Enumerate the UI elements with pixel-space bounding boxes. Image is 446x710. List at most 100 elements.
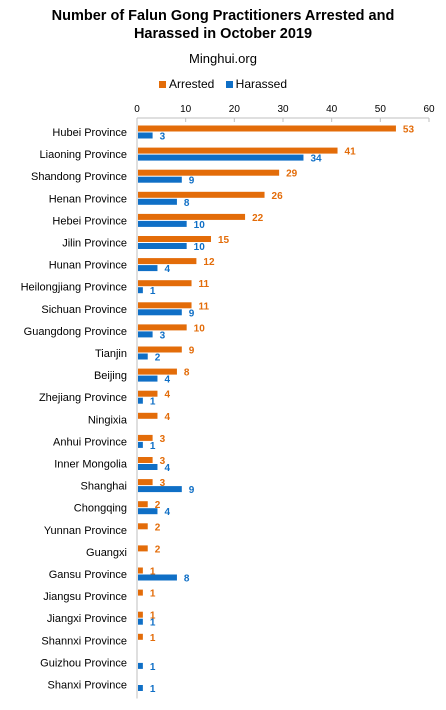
bar-harassed — [138, 243, 187, 249]
bar-arrested — [138, 169, 280, 176]
bar-arrested — [138, 324, 187, 331]
data-label-harassed: 1 — [150, 662, 156, 673]
bar-arrested — [138, 633, 143, 640]
data-label-arrested: 53 — [403, 125, 415, 136]
category-label: Guangxi — [86, 547, 127, 559]
bar-harassed — [138, 441, 143, 448]
category-label: Jiangsu Province — [43, 591, 127, 603]
data-label-harassed: 9 — [189, 485, 195, 496]
data-label-harassed: 1 — [150, 286, 156, 297]
data-label-arrested: 4 — [164, 412, 170, 423]
data-label-harassed: 9 — [189, 308, 195, 319]
data-label-arrested: 26 — [272, 191, 284, 202]
bar-harassed — [138, 397, 143, 404]
data-label-arrested: 3 — [160, 456, 166, 467]
bar-arrested — [138, 589, 143, 596]
data-label-arrested: 3 — [160, 478, 166, 489]
bar-arrested — [138, 457, 153, 463]
category-label: Shanghai — [81, 481, 128, 493]
data-label-arrested: 2 — [155, 500, 161, 511]
bar-arrested — [138, 479, 153, 486]
bar-arrested — [138, 434, 153, 441]
bar-harassed — [138, 198, 177, 205]
data-label-harassed: 8 — [184, 574, 190, 585]
category-label: Gansu Province — [49, 569, 127, 581]
bar-arrested — [138, 523, 148, 530]
data-label-harassed: 10 — [194, 242, 206, 253]
data-label-arrested: 8 — [184, 368, 190, 379]
chart-title: Number of Falun Gong Practitioners Arres… — [0, 7, 446, 43]
chart-title-line-1: Number of Falun Gong Practitioners Arres… — [51, 8, 395, 24]
bar-arrested — [138, 611, 143, 618]
data-label-harassed: 9 — [189, 176, 195, 187]
data-label-arrested: 4 — [164, 390, 170, 401]
category-label: Shandong Province — [31, 171, 127, 183]
category-label: Henan Province — [49, 193, 127, 205]
data-label-harassed: 4 — [164, 264, 170, 275]
bar-harassed — [138, 132, 153, 139]
data-label-harassed: 4 — [164, 507, 170, 518]
bar-arrested — [138, 147, 338, 154]
bar-harassed — [138, 265, 158, 272]
legend-item-harassed: Harassed — [225, 77, 288, 91]
data-label-arrested: 10 — [194, 323, 206, 334]
data-label-arrested: 1 — [150, 611, 156, 622]
bar-arrested — [138, 213, 246, 220]
data-label-arrested: 29 — [286, 169, 298, 180]
data-label-arrested: 1 — [150, 567, 156, 578]
bar-harassed — [138, 508, 158, 515]
data-label-harassed: 1 — [150, 684, 156, 695]
category-label: Shanxi Province — [48, 680, 128, 692]
category-label: Anhui Province — [53, 436, 127, 448]
data-label-harassed: 1 — [150, 397, 156, 408]
legend-label-harassed: Harassed — [235, 77, 288, 91]
data-label-arrested: 11 — [199, 279, 210, 290]
legend-item-arrested: Arrested — [158, 77, 215, 91]
category-label: Beijing — [94, 370, 127, 382]
chart-title-line-2: Harassed in October 2019 — [133, 26, 313, 42]
category-label: Inner Mongolia — [54, 459, 128, 471]
bar-harassed — [138, 685, 143, 691]
category-label: Ningixia — [88, 414, 128, 426]
bar-harassed — [138, 220, 187, 227]
data-label-harassed: 1 — [150, 441, 156, 452]
bar-arrested — [138, 567, 143, 574]
data-label-arrested: 2 — [155, 544, 161, 555]
x-tick-label: 0 — [134, 104, 140, 115]
x-tick-label: 40 — [326, 104, 338, 115]
data-label-harassed: 34 — [310, 154, 322, 165]
category-label: Guangdong Province — [24, 326, 127, 338]
category-label: Shannxi Province — [41, 635, 127, 647]
x-tick-label: 10 — [180, 104, 192, 115]
data-label-arrested: 1 — [150, 633, 156, 644]
bar-arrested — [138, 302, 192, 309]
category-label: Jilin Province — [62, 238, 127, 250]
data-label-arrested: 15 — [218, 235, 230, 246]
data-label-arrested: 41 — [345, 147, 357, 158]
bar-arrested — [138, 412, 158, 419]
data-label-harassed: 1 — [150, 618, 156, 629]
category-label: Zhejiang Province — [39, 392, 127, 404]
bar-arrested — [138, 191, 265, 198]
legend-label-arrested: Arrested — [168, 77, 215, 91]
bar-harassed — [138, 662, 143, 669]
data-label-arrested: 2 — [155, 522, 161, 533]
legend-swatch-arrested — [158, 81, 166, 88]
legend-swatch-harassed — [225, 81, 233, 88]
data-label-arrested: 11 — [199, 301, 210, 312]
bar-harassed — [138, 353, 148, 360]
category-label: Hebei Province — [52, 215, 127, 227]
bar-arrested — [138, 368, 177, 375]
bar-harassed — [138, 375, 158, 382]
bar-arrested — [138, 501, 148, 508]
category-label: Hunan Province — [49, 260, 127, 272]
data-label-arrested: 22 — [252, 213, 264, 224]
bar-arrested — [138, 125, 396, 132]
category-label: Guizhou Province — [40, 657, 127, 669]
bar-arrested — [138, 346, 182, 353]
x-tick-label: 30 — [277, 104, 289, 115]
data-label-harassed: 2 — [155, 353, 161, 364]
category-label: Heilongjiang Province — [21, 282, 127, 294]
x-tick-label: 60 — [423, 104, 435, 115]
data-label-harassed: 4 — [164, 375, 170, 386]
